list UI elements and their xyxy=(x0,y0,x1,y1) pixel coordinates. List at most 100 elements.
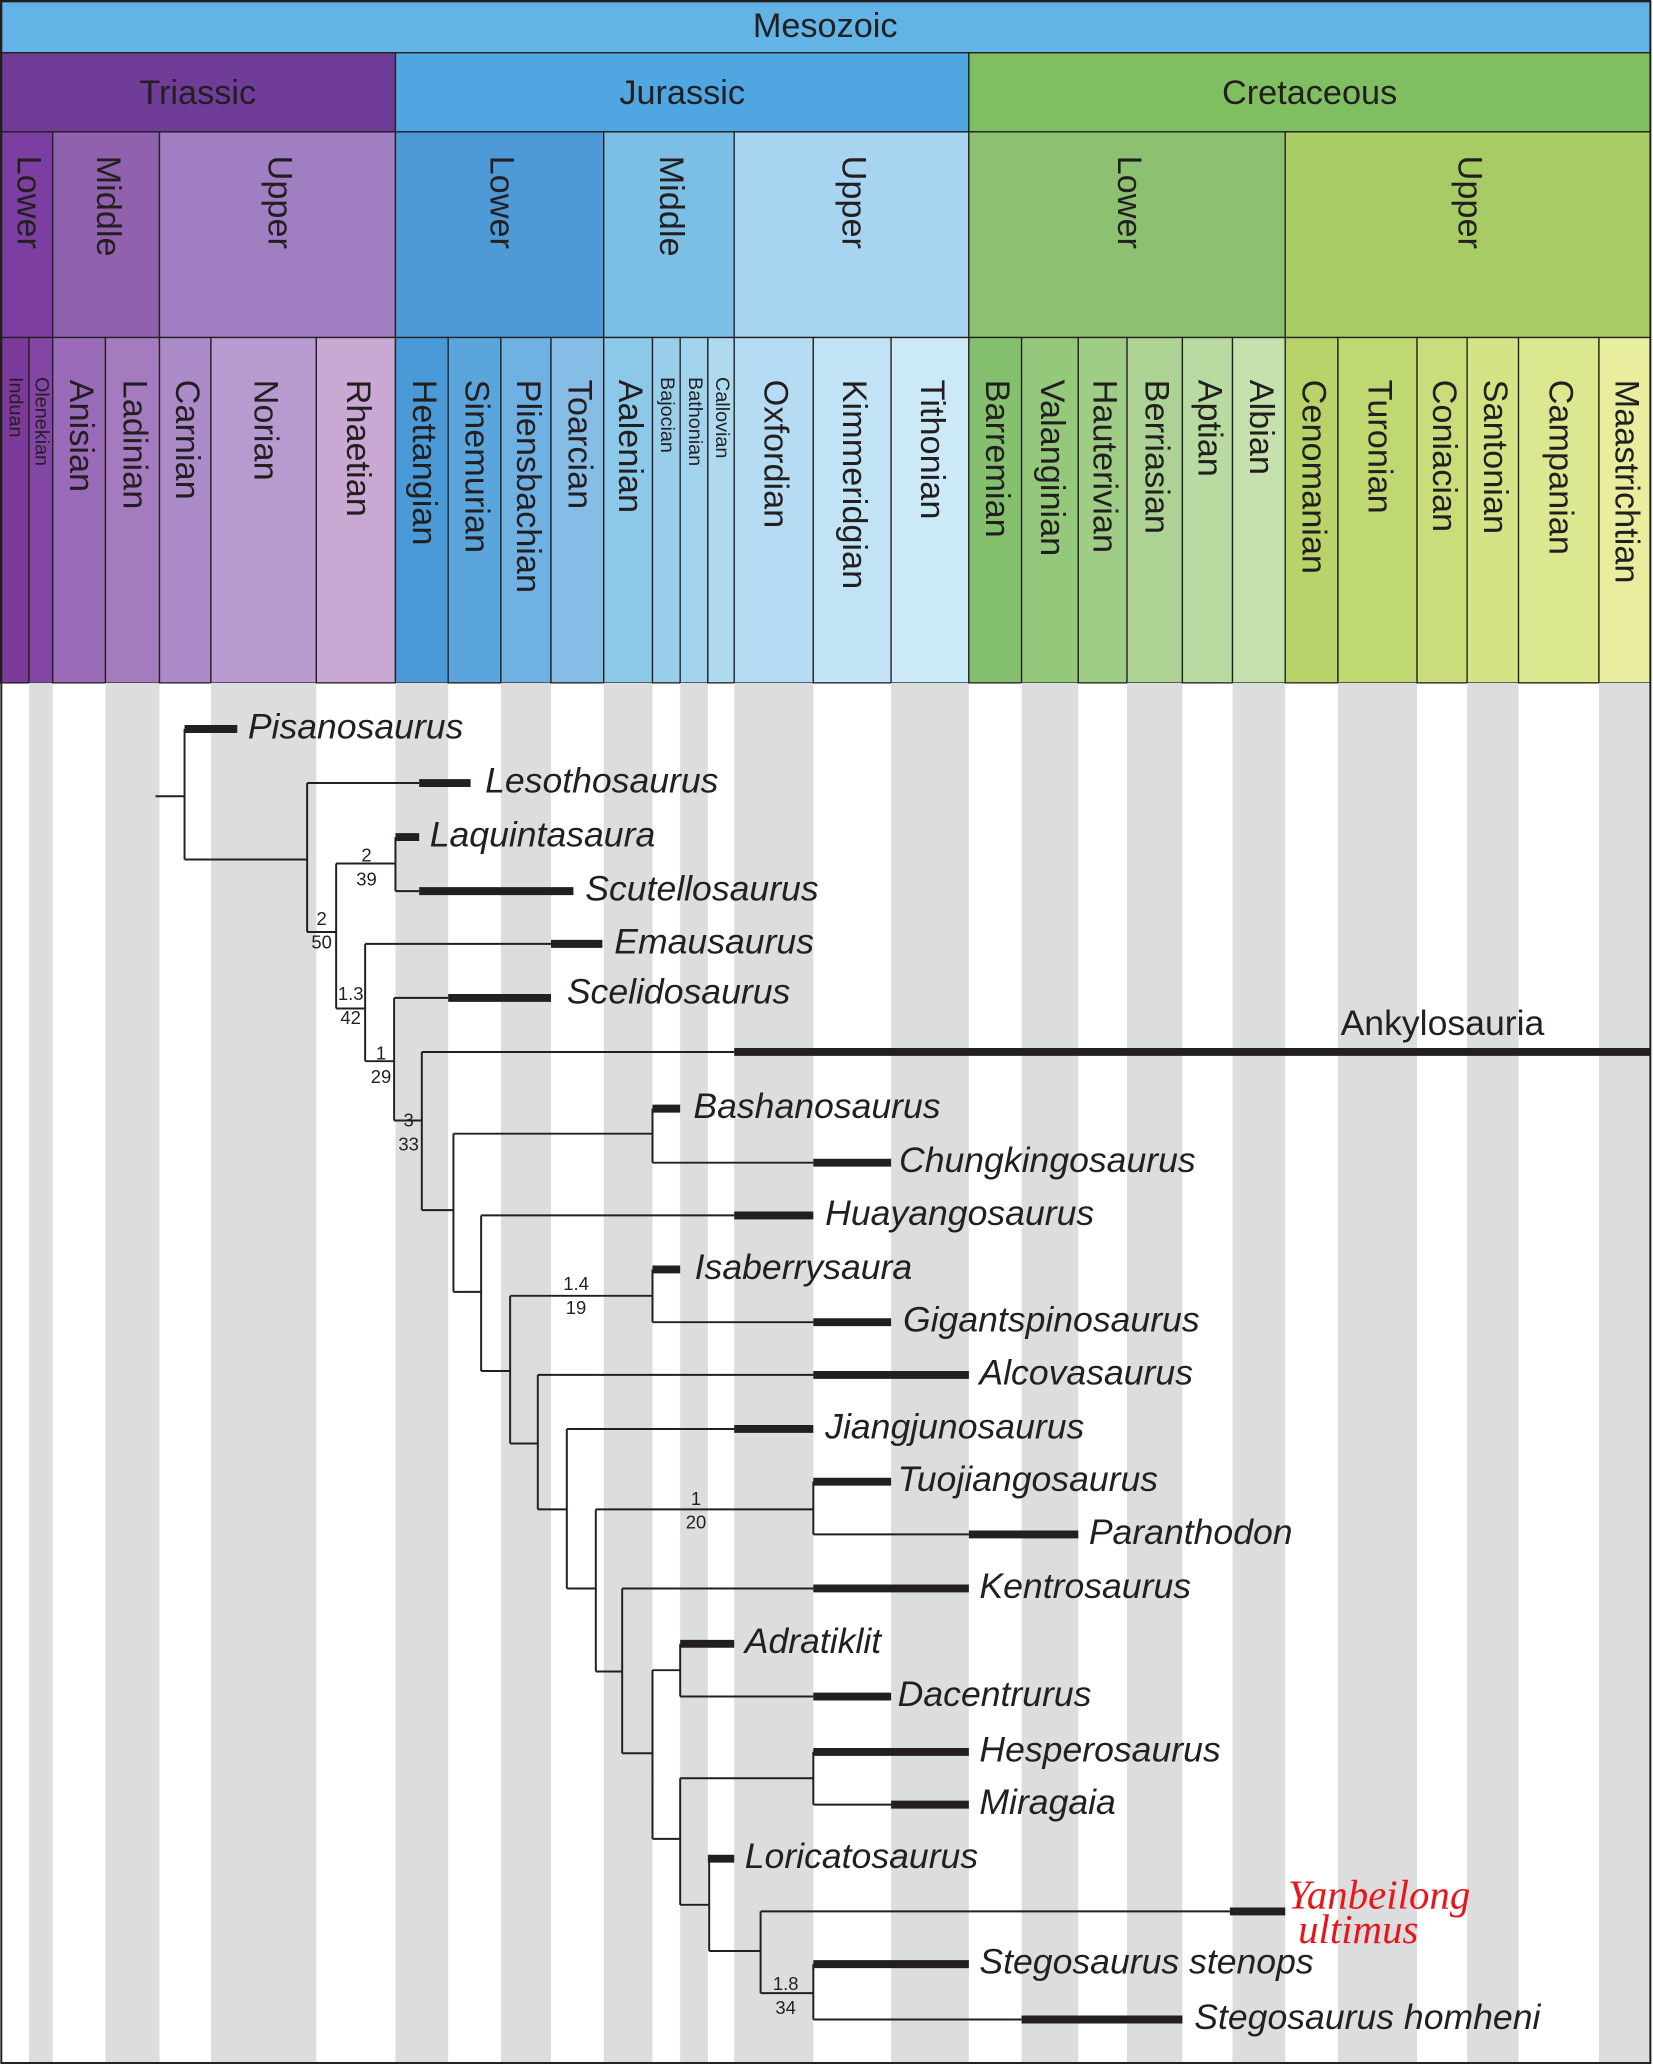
support-top: 1.8 xyxy=(773,1973,799,1994)
time-stripe xyxy=(395,682,449,2063)
time-cell xyxy=(1077,336,1128,684)
time-stripe xyxy=(1021,682,1079,2063)
taxon-label: Kentrosaurus xyxy=(979,1566,1191,1606)
time-stripe xyxy=(1598,682,1651,2063)
clade-label: Ankylosauria xyxy=(1341,1003,1545,1043)
time-label: Santonian xyxy=(1476,380,1514,534)
time-stripe xyxy=(1337,682,1418,2063)
support-top: 1.4 xyxy=(563,1273,589,1294)
time-cell xyxy=(1284,336,1339,684)
taxon-label: Gigantspinosaurus xyxy=(903,1300,1200,1340)
taxon-label: Loricatosaurus xyxy=(745,1836,979,1876)
time-cell xyxy=(1126,336,1184,684)
time-cell xyxy=(812,336,892,684)
support-top: 2 xyxy=(361,845,371,866)
time-cell xyxy=(651,336,681,684)
time-label: Carnian xyxy=(168,380,206,500)
time-label: Lower xyxy=(9,156,47,249)
tree-branches xyxy=(155,728,1230,2021)
period-label: Jurassic xyxy=(619,74,745,112)
time-label: Middle xyxy=(89,156,127,257)
taxon-label: Emausaurus xyxy=(614,921,814,961)
time-label: Turonian xyxy=(1360,380,1398,514)
time-cell xyxy=(1231,336,1286,684)
time-label: Sinemurian xyxy=(457,380,495,553)
time-label: Norian xyxy=(247,380,285,481)
time-stripe xyxy=(210,682,317,2063)
time-stripe xyxy=(29,682,53,2063)
time-label: Anisian xyxy=(62,380,100,492)
support-bottom: 20 xyxy=(686,1512,707,1533)
taxon-label: Huayangosaurus xyxy=(825,1193,1094,1233)
taxon-label: Lesothosaurus xyxy=(485,760,719,800)
time-label: Bathonian xyxy=(684,377,706,466)
time-label: Tithonian xyxy=(913,380,951,520)
taxon-label: Scelidosaurus xyxy=(567,971,791,1011)
time-stripe xyxy=(1232,682,1286,2063)
taxon-label: Stegosaurus homheni xyxy=(1194,1997,1541,2037)
time-stripe xyxy=(105,682,160,2063)
support-top: 3 xyxy=(404,1110,414,1131)
time-cell xyxy=(890,336,970,684)
time-cell xyxy=(707,336,735,684)
taxon-line: ultimus xyxy=(1288,1907,1419,1952)
time-label: Hettangian xyxy=(405,380,443,546)
support-bottom: 42 xyxy=(340,1007,361,1028)
time-label: Middle xyxy=(652,156,690,257)
taxon-label: Scutellosaurus xyxy=(585,869,819,909)
time-label: Olenekian xyxy=(31,377,53,466)
support-bottom: 33 xyxy=(398,1133,419,1154)
time-cell xyxy=(394,52,970,133)
taxon-line: Yanbeilong xyxy=(1288,1873,1470,1918)
time-label: Aptian xyxy=(1190,380,1228,477)
support-top: 1 xyxy=(691,1488,701,1509)
time-cell xyxy=(1416,336,1468,684)
time-cell xyxy=(210,336,318,684)
period-label: Cretaceous xyxy=(1222,74,1397,112)
time-label: Ladinian xyxy=(115,380,153,510)
time-cell xyxy=(968,52,1652,133)
support-top: 1.3 xyxy=(338,983,364,1004)
time-label: Aalenian xyxy=(611,380,649,513)
time-cell xyxy=(0,52,397,133)
time-label: Induan xyxy=(4,377,26,437)
support-top: 1 xyxy=(376,1042,386,1063)
time-cell xyxy=(1181,336,1234,684)
time-label: Callovian xyxy=(711,377,733,458)
time-cell xyxy=(733,131,970,339)
time-cell xyxy=(52,131,161,339)
time-cell xyxy=(158,131,397,339)
range-bars xyxy=(184,725,1651,2024)
time-label: Campanian xyxy=(1542,380,1580,555)
time-label: Pliensbachian xyxy=(509,380,547,593)
time-label: Bajocian xyxy=(656,377,678,453)
time-cell xyxy=(733,336,814,684)
time-stripe xyxy=(1467,682,1519,2063)
time-cell xyxy=(968,131,1286,339)
taxon-label: Jiangjunosaurus xyxy=(824,1406,1084,1446)
taxon-label: Stegosaurus stenops xyxy=(979,1942,1313,1982)
time-label: Albian xyxy=(1242,380,1280,475)
time-cell xyxy=(52,336,107,684)
time-cell xyxy=(447,336,502,684)
taxon-label: Miragaia xyxy=(979,1782,1115,1822)
taxon-label: Pisanosaurus xyxy=(248,706,464,746)
time-cell xyxy=(394,336,449,684)
support-top: 2 xyxy=(317,908,327,929)
taxon-label: Paranthodon xyxy=(1089,1512,1293,1552)
time-label: Upper xyxy=(1451,156,1489,249)
time-stripe xyxy=(1127,682,1183,2063)
time-cell xyxy=(0,0,1652,54)
time-label: Rhaetian xyxy=(339,380,377,517)
taxon-label: Chungkingosaurus xyxy=(899,1140,1196,1180)
time-label: Berriasian xyxy=(1138,380,1176,534)
time-stripe xyxy=(603,682,653,2063)
time-label: Upper xyxy=(260,156,298,249)
taxon-label: Dacentrurus xyxy=(898,1674,1092,1714)
time-stripe xyxy=(734,682,814,2063)
labels: Mesozoic Triassic Jurassic Cretaceous Lower M… xyxy=(4,7,1645,2037)
time-label: Upper xyxy=(834,156,872,249)
taxon-label: Isaberrysaura xyxy=(695,1247,913,1287)
time-label: Maastrichtian xyxy=(1608,380,1646,584)
